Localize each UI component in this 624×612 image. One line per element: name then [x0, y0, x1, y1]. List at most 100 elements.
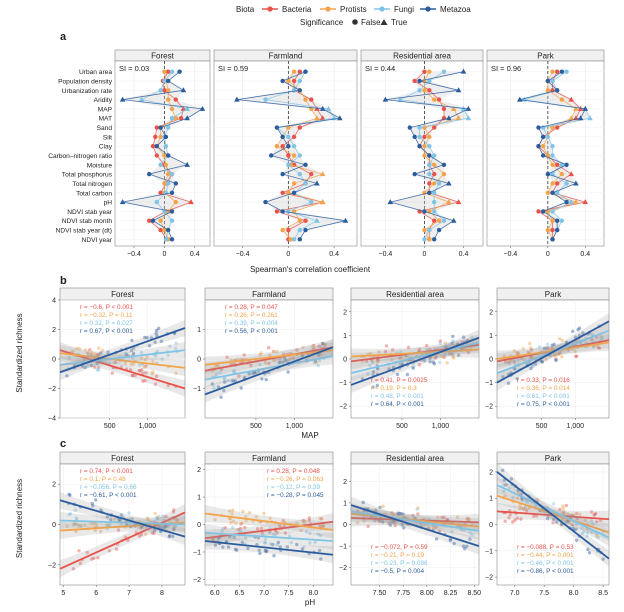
point-protists: [559, 350, 563, 354]
point-fungi: [291, 88, 297, 93]
x-tick-label: 1,000: [286, 423, 304, 430]
point-protists: [377, 350, 381, 354]
point-metazoa: [461, 544, 466, 548]
point-bacteria: [280, 190, 285, 195]
y-tick-label: 1: [343, 333, 347, 340]
point-protists: [291, 181, 297, 186]
point-protists: [503, 494, 507, 498]
point-bacteria: [441, 106, 447, 112]
point-bacteria: [154, 374, 159, 378]
point-metazoa: [216, 385, 221, 389]
legend-dot-metazoa: [425, 6, 431, 12]
point-metazoa: [555, 520, 559, 524]
point-bacteria: [138, 534, 142, 538]
point-metazoa: [255, 543, 259, 547]
point-fungi: [173, 346, 178, 350]
y-tick-label: −2: [48, 562, 56, 569]
point-bacteria: [551, 521, 555, 525]
stat-annotation: r = −0.088, P = 0.53: [517, 544, 574, 551]
point-bacteria: [427, 88, 432, 93]
point-protists: [99, 529, 103, 534]
point-protists: [518, 507, 522, 511]
point-metazoa: [168, 533, 172, 538]
fit-line-bacteria: [204, 520, 334, 540]
point-protists: [264, 361, 268, 365]
point-protists: [229, 521, 233, 525]
point-protists: [578, 512, 582, 516]
point-metazoa: [361, 500, 365, 505]
fit-line-protists: [204, 349, 334, 366]
fit-line-metazoa: [350, 336, 480, 386]
point-bacteria: [555, 125, 560, 130]
point-fungi: [411, 365, 415, 369]
point-metazoa: [405, 372, 410, 377]
point-protists: [379, 519, 383, 523]
row-label: MAP: [98, 106, 113, 113]
y-tick-label: −1: [193, 386, 201, 393]
point-fungi: [568, 199, 575, 205]
point-metazoa: [158, 125, 163, 130]
x-tick-label: 6: [94, 590, 98, 597]
point-metazoa: [119, 199, 126, 205]
point-metazoa: [177, 69, 182, 74]
point-fungi: [309, 199, 314, 205]
point-protists: [139, 356, 144, 360]
stat-annotation: r = 0.41, P = 0.0025: [371, 377, 428, 384]
point-fungi: [263, 541, 267, 545]
point-metazoa: [582, 105, 589, 111]
point-bacteria: [594, 511, 598, 516]
point-metazoa: [184, 115, 190, 121]
fit-line-fungi: [59, 519, 186, 526]
point-bacteria: [507, 360, 511, 364]
point-bacteria: [116, 528, 121, 532]
point-protists: [550, 218, 555, 223]
point-bacteria: [524, 509, 529, 513]
y-tick-label: 1: [489, 496, 493, 503]
point-protists: [74, 529, 78, 534]
point-metazoa: [468, 537, 472, 541]
point-metazoa: [99, 508, 103, 512]
point-protists: [301, 345, 305, 349]
point-metazoa: [395, 372, 400, 377]
point-bacteria: [307, 516, 311, 520]
point-metazoa: [240, 540, 244, 545]
point-protists: [515, 496, 520, 500]
facet-title: Park: [545, 290, 562, 299]
point-metazoa: [226, 545, 231, 549]
point-metazoa: [173, 181, 178, 186]
point-bacteria: [175, 518, 180, 522]
point-protists: [508, 359, 512, 363]
point-bacteria: [387, 521, 391, 526]
point-bacteria: [503, 360, 508, 364]
point-protists: [96, 353, 101, 357]
point-metazoa: [280, 171, 285, 177]
x-axis-title-c: pH: [305, 598, 315, 607]
point-metazoa: [460, 68, 467, 74]
point-fungi: [417, 134, 422, 140]
point-fungi: [244, 536, 248, 540]
point-protists: [172, 524, 176, 529]
x-tick-label: 8.0: [569, 590, 579, 597]
point-metazoa: [265, 549, 269, 553]
x-tick-label: 0.4: [190, 251, 200, 258]
stat-annotation: r = 0.67, P < 0.001: [80, 328, 133, 335]
point-fungi: [398, 350, 403, 354]
x-tick-label: 1,000: [432, 423, 450, 430]
row-label: NDVI stab year (dt): [56, 228, 112, 235]
point-fungi: [366, 372, 370, 376]
point-fungi: [438, 341, 442, 345]
point-bacteria: [574, 354, 579, 358]
point-bacteria: [396, 512, 400, 516]
point-fungi: [531, 364, 535, 368]
point-bacteria: [590, 338, 594, 342]
point-metazoa: [264, 377, 268, 382]
point-metazoa: [284, 359, 288, 363]
point-metazoa: [157, 525, 161, 529]
row-label: Total carbon: [76, 190, 112, 197]
point-metazoa: [509, 477, 514, 481]
facet-c-park: Park 2 1 0 −1 −2 7.0 7.5 8.0 8.5 r = −0.088, P = 0…: [485, 451, 610, 597]
point-bacteria: [141, 371, 145, 376]
point-metazoa: [257, 548, 261, 552]
point-bacteria: [307, 518, 312, 523]
